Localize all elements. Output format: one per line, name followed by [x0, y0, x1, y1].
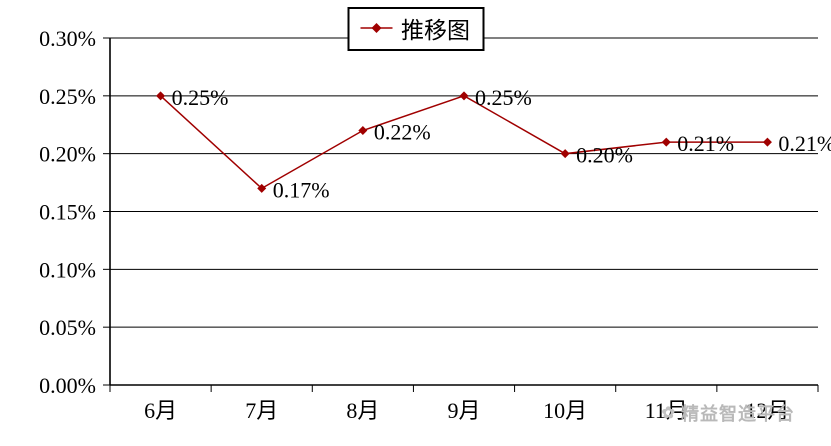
legend-marker-icon [360, 23, 392, 33]
x-axis-label: 11月 [645, 398, 688, 423]
data-point-marker [156, 91, 166, 101]
y-axis-label: 0.05% [39, 315, 96, 340]
x-axis-label: 7月 [245, 398, 278, 423]
data-point-marker [762, 137, 772, 147]
data-label: 0.20% [576, 143, 633, 168]
chart-legend: 推移图 [347, 7, 484, 51]
data-point-marker [560, 149, 570, 159]
y-axis-label: 0.25% [39, 84, 96, 109]
data-point-marker [661, 137, 671, 147]
data-label: 0.17% [273, 177, 330, 202]
x-axis-label: 8月 [346, 398, 379, 423]
data-point-marker [358, 126, 368, 136]
y-axis-label: 0.10% [39, 257, 96, 282]
data-label: 0.21% [677, 131, 734, 156]
x-axis-label: 9月 [447, 398, 480, 423]
flower-logo-icon: ✿ [661, 405, 676, 422]
x-axis-label: 6月 [144, 398, 177, 423]
watermark: ✿ 精益智造平台 [662, 400, 795, 426]
y-axis-label: 0.15% [39, 200, 96, 225]
data-label: 0.22% [374, 120, 431, 145]
watermark-text: 精益智造平台 [681, 404, 795, 424]
data-label: 0.25% [172, 85, 229, 110]
y-axis-label: 0.00% [39, 373, 96, 398]
data-label: 0.21% [778, 131, 831, 156]
x-axis-label: 12月 [745, 398, 789, 423]
x-axis-label: 10月 [543, 398, 587, 423]
data-point-marker [459, 91, 469, 101]
y-axis-label: 0.30% [39, 26, 96, 51]
data-label: 0.25% [475, 85, 532, 110]
y-axis-label: 0.20% [39, 142, 96, 167]
legend-series-label: 推移图 [401, 18, 470, 43]
data-point-marker [257, 183, 267, 193]
